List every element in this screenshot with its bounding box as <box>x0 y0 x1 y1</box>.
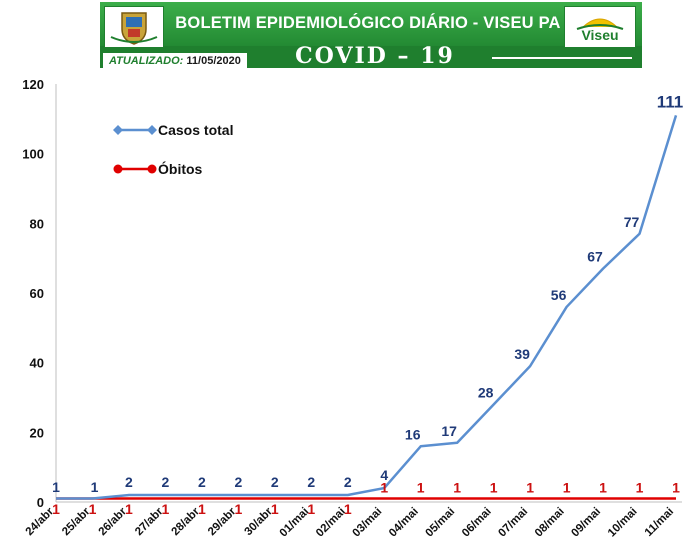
casos-data-label: 1 <box>91 479 99 495</box>
obitos-data-label: 1 <box>125 501 133 517</box>
obitos-data-label: 1 <box>380 480 388 496</box>
chart-axes <box>55 84 682 503</box>
casos-data-label: 56 <box>551 287 567 303</box>
casos-data-label: 39 <box>514 346 530 362</box>
casos-data-label: 77 <box>624 214 640 230</box>
obitos-data-label: 1 <box>417 480 425 496</box>
x-tick-label: 01/mai <box>278 506 312 540</box>
obitos-data-label: 1 <box>636 480 644 496</box>
obitos-data-label: 1 <box>198 501 206 517</box>
casos-data-label: 111 <box>657 92 684 111</box>
viseu-logo: Viseu <box>564 6 636 48</box>
legend-obitos-marker <box>113 164 123 174</box>
x-tick-label: 10/mai <box>606 506 640 540</box>
municipal-crest-logo <box>104 6 164 48</box>
obitos-data-label: 1 <box>490 480 498 496</box>
y-tick-label: 20 <box>30 425 44 440</box>
bulletin-title: BOLETIM EPIDEMIOLÓGICO DIÁRIO - VISEU PA <box>175 14 561 32</box>
casos-data-label: 2 <box>125 474 133 490</box>
banner-divider-line <box>492 57 632 59</box>
legend-casos-marker <box>113 125 123 135</box>
x-tick-label: 11/mai <box>643 506 676 539</box>
obitos-data-label: 1 <box>599 480 607 496</box>
x-tick-label: 06/mai <box>460 506 494 540</box>
x-tick-label: 03/mai <box>351 506 385 540</box>
casos-data-label: 28 <box>478 384 494 400</box>
obitos-data-label: 1 <box>307 501 315 517</box>
casos-data-label: 1 <box>52 479 60 495</box>
obitos-data-label: 1 <box>271 501 279 517</box>
x-tick-label: 04/mai <box>387 506 421 540</box>
casos-data-label: 2 <box>198 474 206 490</box>
casos-data-label: 2 <box>271 474 279 490</box>
obitos-data-label: 1 <box>234 501 242 517</box>
banner-top-band <box>100 2 642 46</box>
y-tick-label: 80 <box>30 216 44 231</box>
casos-data-label: 2 <box>234 474 242 490</box>
y-tick-label: 100 <box>22 147 44 162</box>
covid-subtitle: COVID – 19 <box>295 43 455 68</box>
casos-data-label: 17 <box>441 423 457 439</box>
obitos-data-label: 1 <box>344 501 352 517</box>
obitos-data-label: 1 <box>526 480 534 496</box>
casos-data-label: 67 <box>587 249 603 265</box>
casos-data-label: 2 <box>344 474 352 490</box>
x-tick-label: 02/mai <box>314 506 348 540</box>
header-banner: BOLETIM EPIDEMIOLÓGICO DIÁRIO - VISEU PA… <box>100 2 642 68</box>
casos-data-label: 4 <box>380 467 388 483</box>
legend-casos-marker <box>147 125 157 135</box>
obitos-data-label: 1 <box>453 480 461 496</box>
obitos-data-label: 1 <box>563 480 571 496</box>
casos-data-label: 2 <box>162 474 170 490</box>
logo-text: Viseu <box>581 27 619 43</box>
x-tick-label: 05/mai <box>423 506 457 540</box>
obitos-data-label: 1 <box>52 501 60 517</box>
legend-obitos-label: Óbitos <box>158 160 203 177</box>
x-tick-label: 08/mai <box>533 506 567 540</box>
obitos-data-label: 1 <box>89 501 97 517</box>
y-tick-label: 40 <box>30 356 44 371</box>
updated-date: 11/05/2020 <box>186 55 241 67</box>
updated-date-box: ATUALIZADO: 11/05/2020 <box>102 52 248 68</box>
obitos-data-label: 1 <box>162 501 170 517</box>
casos-series-line <box>56 114 678 500</box>
legend-casos-label: Casos total <box>158 122 233 138</box>
casos-data-label: 16 <box>405 426 421 442</box>
obitos-data-label: 1 <box>672 480 680 496</box>
chart-legend: Casos total Óbitos <box>113 122 233 177</box>
legend-obitos-marker <box>147 164 157 174</box>
y-tick-label: 0 <box>37 495 44 510</box>
chart-series <box>56 114 678 500</box>
casos-data-label: 2 <box>307 474 315 490</box>
x-tick-label: 09/mai <box>569 506 603 540</box>
x-tick-label: 07/mai <box>496 506 530 540</box>
y-tick-label: 60 <box>30 286 44 301</box>
y-tick-label: 120 <box>22 77 44 92</box>
updated-label: ATUALIZADO: <box>109 55 184 67</box>
